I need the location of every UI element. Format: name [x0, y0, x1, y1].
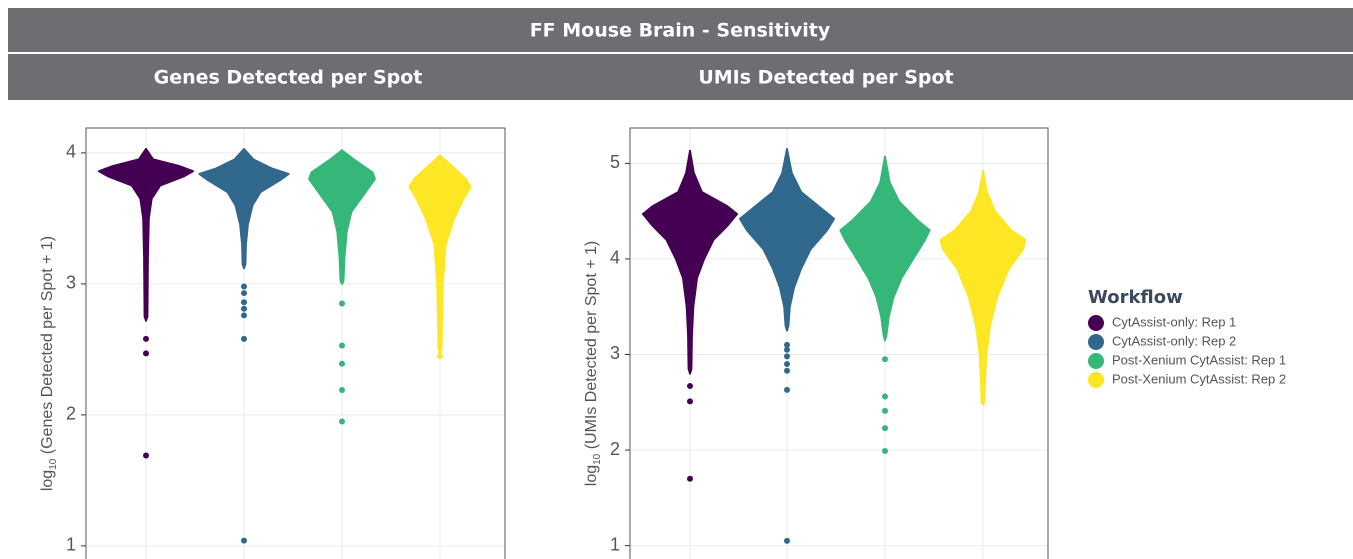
violin-half	[308, 149, 343, 285]
violin-half	[939, 170, 984, 406]
y-axis-label: log10 (UMIs Detected per Spot + 1)	[583, 241, 602, 486]
legend-label: CytAssist-only: Rep 2	[1112, 333, 1236, 348]
outlier	[784, 367, 790, 374]
y-axis-label-text: (UMIs Detected per Spot + 1)	[583, 241, 600, 454]
outlier	[784, 346, 790, 353]
outlier	[784, 341, 790, 348]
subheader-bar	[8, 54, 1353, 100]
panel-title: Genes Detected per Spot	[154, 67, 423, 89]
outlier	[882, 448, 888, 455]
violin-half	[839, 155, 886, 342]
y-tick-label: 2	[66, 404, 76, 424]
legend-swatch	[1088, 353, 1104, 369]
outlier	[143, 335, 149, 342]
y-axis-label-base: log	[583, 465, 600, 486]
panel-title: UMIs Detected per Spot	[698, 67, 953, 89]
legend-swatch	[1088, 315, 1104, 331]
violin-half	[198, 148, 245, 270]
y-tick-label: 3	[610, 343, 620, 363]
y-axis-label-text: (Genes Detected per Spot + 1)	[39, 236, 56, 459]
violin-half	[786, 148, 835, 332]
y-tick-label: 5	[610, 152, 620, 172]
plot-border	[85, 127, 506, 559]
outlier	[687, 383, 693, 390]
outlier	[784, 386, 790, 393]
outlier	[687, 475, 693, 482]
legend-swatch	[1088, 334, 1104, 350]
legend-swatch	[1088, 372, 1104, 388]
violin-half	[145, 148, 194, 322]
violin-half	[243, 148, 290, 270]
violin-half	[439, 154, 472, 355]
y-axis-label: log10 (Genes Detected per Spot + 1)	[39, 236, 58, 491]
y-axis-label-sub: 10	[48, 458, 59, 470]
header-bar	[8, 8, 1353, 52]
violin-half	[408, 154, 441, 355]
legend-label: Post-Xenium CytAssist: Rep 1	[1112, 352, 1286, 367]
y-tick-label: 4	[610, 248, 620, 268]
plot-border	[629, 127, 1049, 559]
y-tick-label: 4	[66, 142, 76, 162]
violin-half	[982, 170, 1027, 406]
outlier	[339, 300, 345, 307]
outlier	[687, 398, 693, 405]
y-axis-label-base: log	[39, 470, 56, 491]
outlier	[437, 352, 443, 359]
outlier	[339, 418, 345, 425]
outlier	[241, 312, 247, 319]
outlier	[241, 335, 247, 342]
legend-label: Post-Xenium CytAssist: Rep 2	[1112, 371, 1286, 386]
violin-half	[98, 148, 147, 322]
violin-half	[689, 149, 738, 375]
outlier	[241, 283, 247, 290]
outlier	[882, 407, 888, 414]
violin-half	[642, 149, 691, 375]
outlier	[882, 425, 888, 432]
outlier	[241, 299, 247, 306]
violin-half	[341, 149, 376, 285]
violin-half	[739, 148, 788, 332]
legend-label: CytAssist-only: Rep 1	[1112, 314, 1236, 329]
page-title: FF Mouse Brain - Sensitivity	[530, 20, 831, 42]
outlier	[882, 393, 888, 400]
outlier	[241, 537, 247, 544]
outlier	[241, 305, 247, 312]
outlier	[143, 452, 149, 459]
y-tick-label: 1	[66, 535, 76, 555]
y-axis-label-sub: 10	[592, 453, 603, 465]
outlier	[784, 361, 790, 368]
outlier	[339, 342, 345, 349]
y-tick-label: 3	[66, 273, 76, 293]
y-tick-label: 2	[610, 439, 620, 459]
y-tick-label: 1	[610, 534, 620, 554]
outlier	[143, 350, 149, 357]
legend-title: Workflow	[1088, 287, 1183, 308]
outlier	[882, 356, 888, 363]
outlier	[339, 387, 345, 394]
outlier	[784, 537, 790, 544]
outlier	[241, 290, 247, 297]
outlier	[339, 360, 345, 367]
outlier	[784, 353, 790, 360]
violin-half	[884, 155, 931, 342]
